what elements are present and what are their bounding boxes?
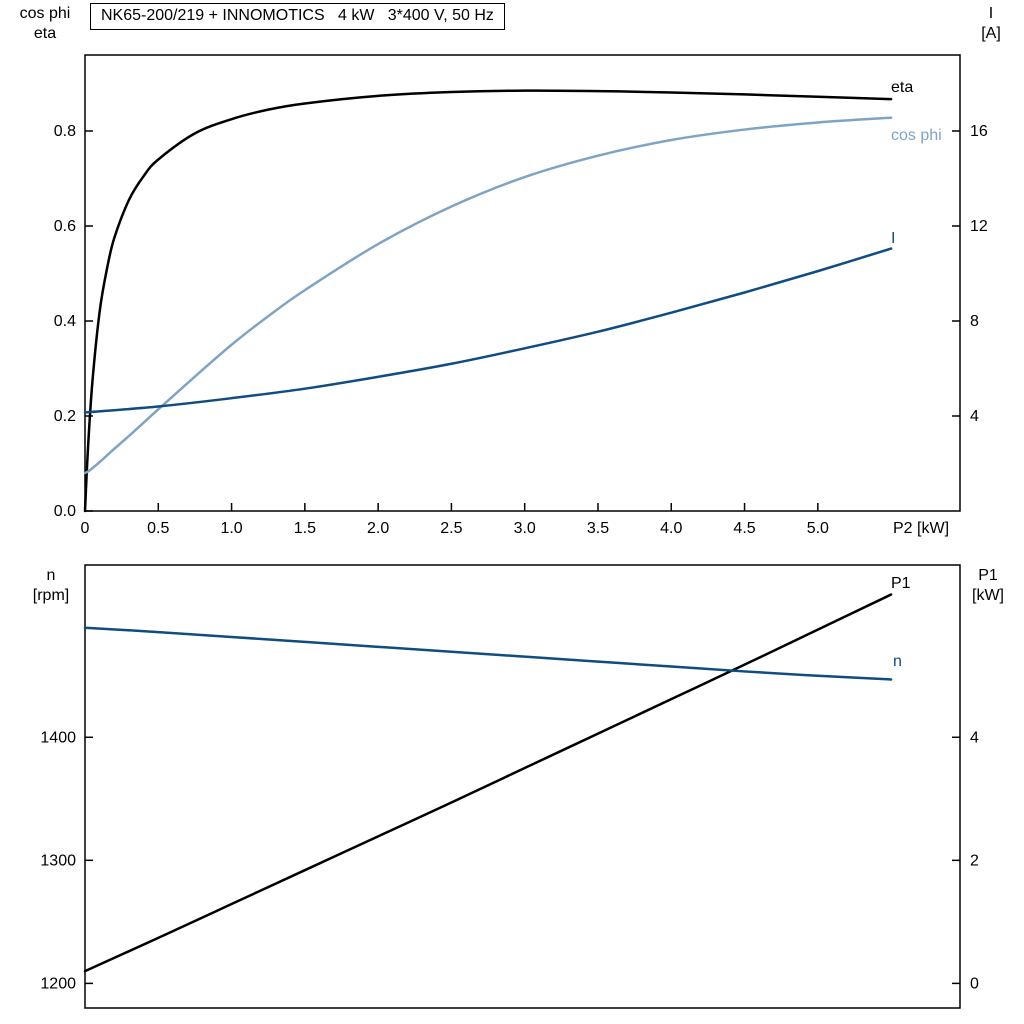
x-axis-tick-label: 3.5 [587,520,609,537]
lower-right-axis-unit: P1 [kW] [958,566,1018,606]
lower-left-axis-unit: n [rpm] [18,566,84,606]
cos-phi-curve-label: cos phi [891,127,942,144]
right-axis-tick-label: 4 [970,729,979,746]
x-axis-tick-label: 1.5 [294,520,316,537]
x-axis-tick-label: 2.5 [440,520,462,537]
I-curve [83,247,893,414]
cos-phi-curve [83,116,893,475]
n-curve [83,626,893,681]
x-axis-tick-label: 0 [81,520,90,537]
x-axis-tick-label: 1.0 [220,520,242,537]
left-axis-tick-label: 0.4 [54,313,76,330]
left-axis-tick-label: 0.2 [54,408,76,425]
input-power-axis-unit: [kW] [972,587,1004,604]
P1-curve [83,593,893,973]
right-axis-tick-label: 4 [970,408,979,425]
I-curve-label: I [891,230,896,247]
x-axis-tick-label: 2.0 [367,520,389,537]
P1-curve-label: P1 [891,575,911,592]
chart-title: NK65-200/219 + INNOMOTICS 4 kW 3*400 V, … [90,3,505,30]
right-axis-tick-label: 8 [970,313,979,330]
eta-curve [83,89,893,513]
right-axis-tick-label: 2 [970,852,979,869]
eta-curve-label: eta [891,79,914,96]
upper-right-axis-unit: I [A] [964,4,1018,44]
speed-axis-unit: [rpm] [32,587,70,604]
motor-efficiency-current-chart-frame [84,54,961,512]
cos-phi-axis-label: cos phi [19,5,71,22]
left-axis-tick-label: 0.0 [54,503,76,520]
n-curve-label: n [893,653,902,670]
left-axis-tick-label: 1200 [40,975,76,992]
upper-left-axis-unit: cos phi eta [6,4,84,44]
right-axis-tick-label: 0 [970,975,979,992]
speed-axis-label: n [46,567,56,584]
x-axis-unit-label: P2 [kW] [893,520,950,537]
x-axis-tick-label: 3.0 [514,520,536,537]
input-power-axis-label: P1 [978,567,998,584]
x-axis-tick-label: 4.0 [660,520,682,537]
left-axis-tick-label: 1300 [40,852,76,869]
current-axis-unit: [A] [981,25,1001,42]
x-axis-tick-label: 0.5 [147,520,169,537]
left-axis-tick-label: 0.8 [54,123,76,140]
speed-input-power-chart-frame [84,564,961,1009]
left-axis-tick-label: 0.6 [54,218,76,235]
right-axis-tick-label: 16 [970,123,988,140]
x-axis-tick-label: 5.0 [807,520,829,537]
x-axis-tick-label: 4.5 [733,520,755,537]
left-axis-tick-label: 1400 [40,729,76,746]
right-axis-tick-label: 12 [970,218,988,235]
current-axis-label: I [988,5,994,22]
eta-axis-label: eta [33,25,57,42]
